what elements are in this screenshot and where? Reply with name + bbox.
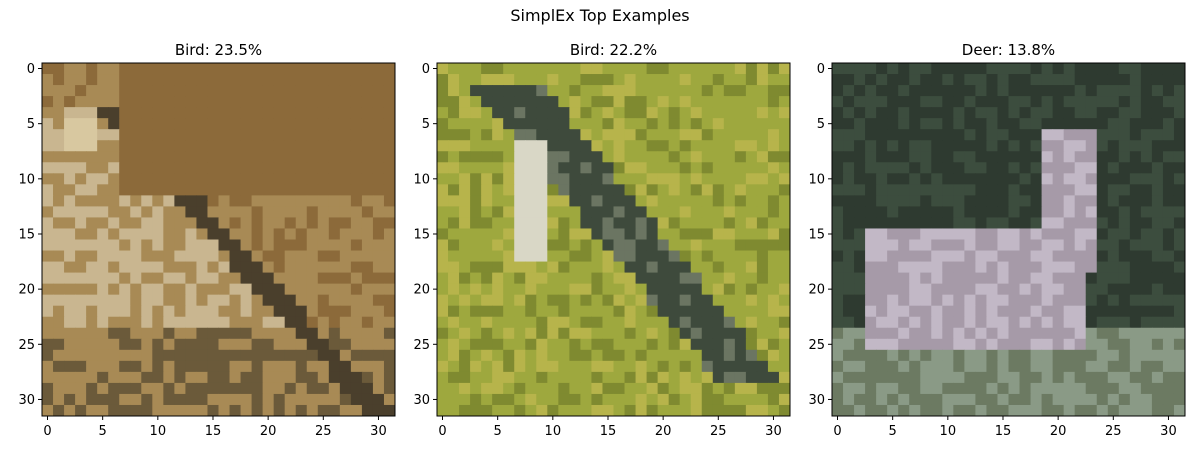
x-tick-label: 15 <box>205 424 222 439</box>
x-tick-label: 5 <box>494 424 502 439</box>
panel-1: Bird: 23.5% 0 0 5 5 10 10 15 15 20 20 25 25 30 30 <box>18 41 396 439</box>
x-tick-label: 0 <box>43 424 51 439</box>
y-tick-label: 20 <box>413 283 430 298</box>
x-tick-label: 15 <box>600 424 617 439</box>
x-tick-label: 10 <box>545 424 562 439</box>
y-tick-label: 20 <box>808 283 825 298</box>
y-tick-label: 10 <box>18 172 35 187</box>
panel-image <box>437 63 791 417</box>
y-tick-label: 30 <box>18 393 35 408</box>
x-tick-label: 0 <box>833 424 841 439</box>
axes-frame <box>41 62 396 417</box>
x-tick-label: 10 <box>940 424 957 439</box>
y-tick-label: 20 <box>18 283 35 298</box>
x-tick-label: 30 <box>1160 424 1177 439</box>
y-tick-label: 10 <box>413 172 430 187</box>
x-tick-label: 0 <box>438 424 446 439</box>
x-tick-label: 15 <box>995 424 1012 439</box>
y-tick-label: 30 <box>413 393 430 408</box>
x-tick-label: 20 <box>260 424 277 439</box>
panel-title: Deer: 13.8% <box>962 41 1055 59</box>
y-tick-label: 15 <box>18 227 35 242</box>
panel-3: Deer: 13.8% 0 0 5 5 10 10 15 15 20 20 25 25 30 30 <box>808 41 1186 439</box>
x-tick-label: 20 <box>1050 424 1067 439</box>
figure-title: SimplEx Top Examples <box>510 6 690 25</box>
panel-image <box>42 63 396 417</box>
y-tick-label: 5 <box>27 117 35 132</box>
y-tick-label: 0 <box>817 62 825 77</box>
panel-title: Bird: 22.2% <box>570 41 657 59</box>
y-tick-label: 5 <box>422 117 430 132</box>
x-tick-label: 25 <box>315 424 332 439</box>
y-tick-label: 25 <box>413 338 430 353</box>
x-tick-label: 30 <box>765 424 782 439</box>
y-tick-label: 25 <box>808 338 825 353</box>
y-tick-label: 15 <box>413 227 430 242</box>
x-tick-label: 5 <box>889 424 897 439</box>
y-tick-label: 10 <box>808 172 825 187</box>
x-tick-label: 25 <box>1105 424 1122 439</box>
x-tick-label: 25 <box>710 424 727 439</box>
x-tick-label: 10 <box>150 424 167 439</box>
x-tick-label: 30 <box>370 424 387 439</box>
panel-image <box>832 63 1186 417</box>
y-tick-label: 15 <box>808 227 825 242</box>
panel-title: Bird: 23.5% <box>175 41 262 59</box>
y-tick-label: 30 <box>808 393 825 408</box>
axes-frame <box>831 62 1186 417</box>
y-tick-label: 25 <box>18 338 35 353</box>
y-tick-label: 5 <box>817 117 825 132</box>
y-tick-label: 0 <box>27 62 35 77</box>
x-tick-label: 5 <box>99 424 107 439</box>
panel-2: Bird: 22.2% 0 0 5 5 10 10 15 15 20 20 25 25 30 30 <box>413 41 791 439</box>
x-tick-label: 20 <box>655 424 672 439</box>
axes-frame <box>436 62 791 417</box>
y-tick-label: 0 <box>422 62 430 77</box>
